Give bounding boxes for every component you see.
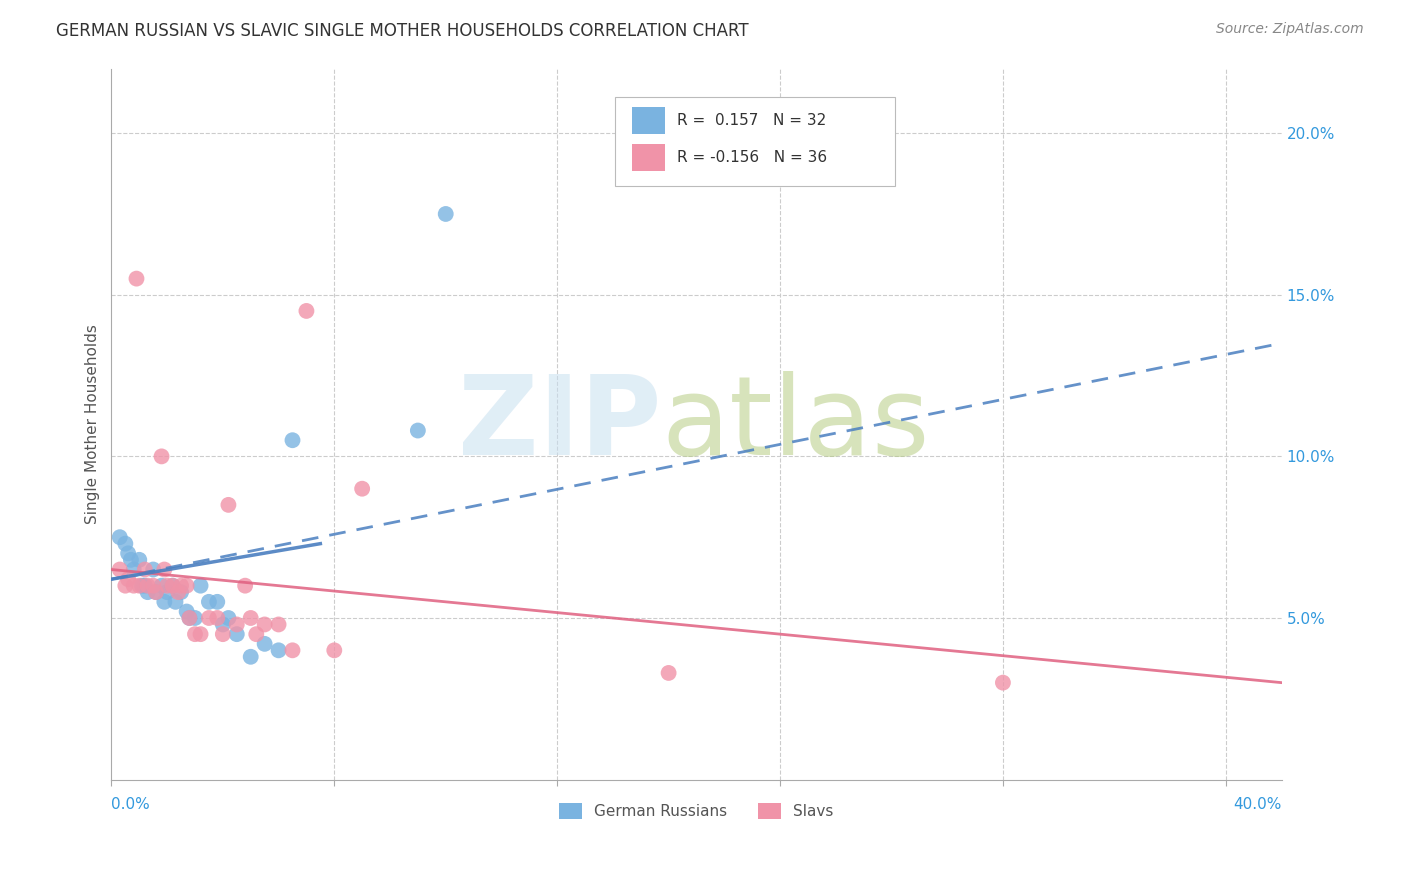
Point <box>190 579 212 593</box>
Point <box>165 595 187 609</box>
Point <box>125 271 148 285</box>
Bar <box>633 144 665 171</box>
Point <box>225 617 247 632</box>
Point <box>239 649 262 664</box>
Text: 40.0%: 40.0% <box>1233 797 1281 813</box>
Point <box>352 482 374 496</box>
Point <box>176 605 198 619</box>
Point <box>267 643 290 657</box>
Text: GERMAN RUSSIAN VS SLAVIC SINGLE MOTHER HOUSEHOLDS CORRELATION CHART: GERMAN RUSSIAN VS SLAVIC SINGLE MOTHER H… <box>56 22 749 40</box>
Text: ZIP: ZIP <box>458 370 661 477</box>
Point <box>142 579 165 593</box>
Point <box>162 579 184 593</box>
Point <box>122 562 145 576</box>
Point <box>281 434 304 448</box>
Point <box>233 579 256 593</box>
Point <box>114 536 136 550</box>
Point <box>176 579 198 593</box>
Point <box>128 579 150 593</box>
Point <box>198 611 221 625</box>
Bar <box>633 107 665 134</box>
Point <box>128 553 150 567</box>
Point <box>658 665 681 680</box>
Text: R =  0.157   N = 32: R = 0.157 N = 32 <box>676 113 825 128</box>
Point <box>179 611 201 625</box>
Y-axis label: Single Mother Households: Single Mother Households <box>86 324 100 524</box>
Point <box>145 585 167 599</box>
Point <box>156 579 179 593</box>
Point <box>406 424 429 438</box>
Point <box>170 579 193 593</box>
Point <box>253 617 276 632</box>
Point <box>114 579 136 593</box>
Point <box>117 546 139 560</box>
Point <box>153 595 176 609</box>
Point <box>150 450 173 464</box>
FancyBboxPatch shape <box>614 97 896 186</box>
Point <box>281 643 304 657</box>
Point <box>108 530 131 544</box>
Point <box>153 562 176 576</box>
Text: atlas: atlas <box>661 370 929 477</box>
Point <box>211 627 233 641</box>
Point <box>217 498 239 512</box>
Point <box>198 595 221 609</box>
Point <box>184 611 207 625</box>
Point <box>253 637 276 651</box>
Point <box>217 611 239 625</box>
Point <box>117 572 139 586</box>
Point <box>145 585 167 599</box>
Point <box>211 617 233 632</box>
Point <box>991 675 1014 690</box>
Point <box>225 627 247 641</box>
Point <box>167 585 190 599</box>
Point <box>295 304 318 318</box>
Point <box>134 562 156 576</box>
Point <box>170 585 193 599</box>
Point <box>150 579 173 593</box>
Legend: German Russians, Slavs: German Russians, Slavs <box>553 797 839 825</box>
Point <box>184 627 207 641</box>
Point <box>207 611 229 625</box>
Point <box>245 627 267 641</box>
Point <box>207 595 229 609</box>
Point <box>136 585 159 599</box>
Point <box>120 553 142 567</box>
Point <box>108 562 131 576</box>
Point <box>131 579 153 593</box>
Point <box>323 643 346 657</box>
Point <box>162 579 184 593</box>
Text: Source: ZipAtlas.com: Source: ZipAtlas.com <box>1216 22 1364 37</box>
Point <box>179 611 201 625</box>
Point <box>122 579 145 593</box>
Text: R = -0.156   N = 36: R = -0.156 N = 36 <box>676 150 827 165</box>
Point <box>156 585 179 599</box>
Text: 0.0%: 0.0% <box>111 797 150 813</box>
Point <box>134 579 156 593</box>
Point <box>434 207 457 221</box>
Point <box>136 579 159 593</box>
Point <box>190 627 212 641</box>
Point <box>239 611 262 625</box>
Point <box>142 562 165 576</box>
Point <box>267 617 290 632</box>
